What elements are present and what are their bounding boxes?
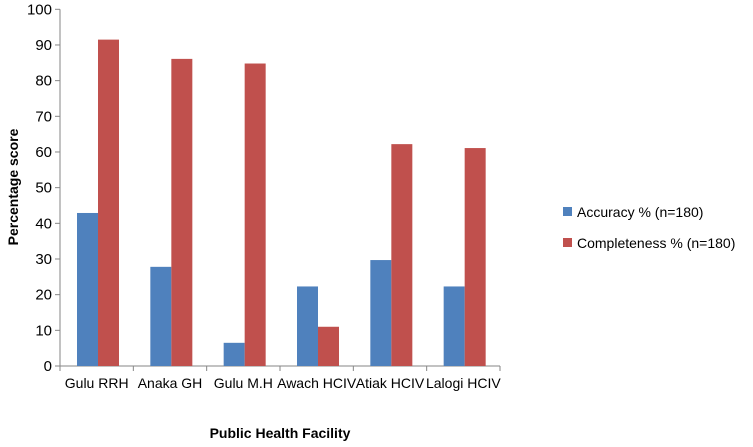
y-axis-title: Percentage score bbox=[5, 128, 21, 245]
y-tick-label: 60 bbox=[35, 144, 52, 161]
x-tick-label: Anaka GH bbox=[138, 375, 203, 391]
x-tick-label: Lalogi HCIV bbox=[426, 375, 501, 391]
bar-accuracy bbox=[150, 266, 172, 366]
y-tick-label: 20 bbox=[35, 287, 52, 304]
bar-completeness bbox=[318, 326, 339, 366]
bar-accuracy bbox=[77, 212, 98, 366]
y-tick-label: 90 bbox=[35, 37, 52, 54]
legend-label: Accuracy % (n=180) bbox=[577, 204, 703, 220]
bar-accuracy bbox=[370, 260, 392, 366]
y-tick-label: 0 bbox=[44, 358, 52, 375]
bar-completeness bbox=[244, 63, 266, 366]
x-tick-label: Atiak HCIV bbox=[356, 375, 425, 391]
x-axis-title: Public Health Facility bbox=[210, 425, 351, 441]
bar-completeness bbox=[98, 39, 119, 366]
bar-completeness bbox=[464, 148, 486, 366]
bar-accuracy bbox=[443, 286, 465, 366]
y-tick-label: 40 bbox=[35, 215, 52, 232]
bar-accuracy bbox=[297, 286, 318, 366]
legend-label: Completeness % (n=180) bbox=[577, 235, 735, 251]
y-tick-label: 10 bbox=[35, 322, 52, 339]
bar-accuracy bbox=[223, 342, 245, 366]
y-tick-label: 100 bbox=[27, 1, 52, 18]
bar-completeness bbox=[171, 58, 193, 367]
bar-completeness bbox=[391, 144, 413, 366]
x-tick-label: Awach HCIV bbox=[277, 375, 357, 391]
y-tick-label: 70 bbox=[35, 108, 52, 125]
x-tick-label: Gulu RRH bbox=[65, 375, 129, 391]
y-tick-label: 50 bbox=[35, 180, 52, 197]
legend-swatch bbox=[563, 238, 572, 247]
legend-swatch bbox=[563, 207, 572, 216]
y-tick-label: 80 bbox=[35, 73, 52, 90]
x-tick-label: Gulu M.H bbox=[214, 375, 273, 391]
y-tick-label: 30 bbox=[35, 251, 52, 268]
